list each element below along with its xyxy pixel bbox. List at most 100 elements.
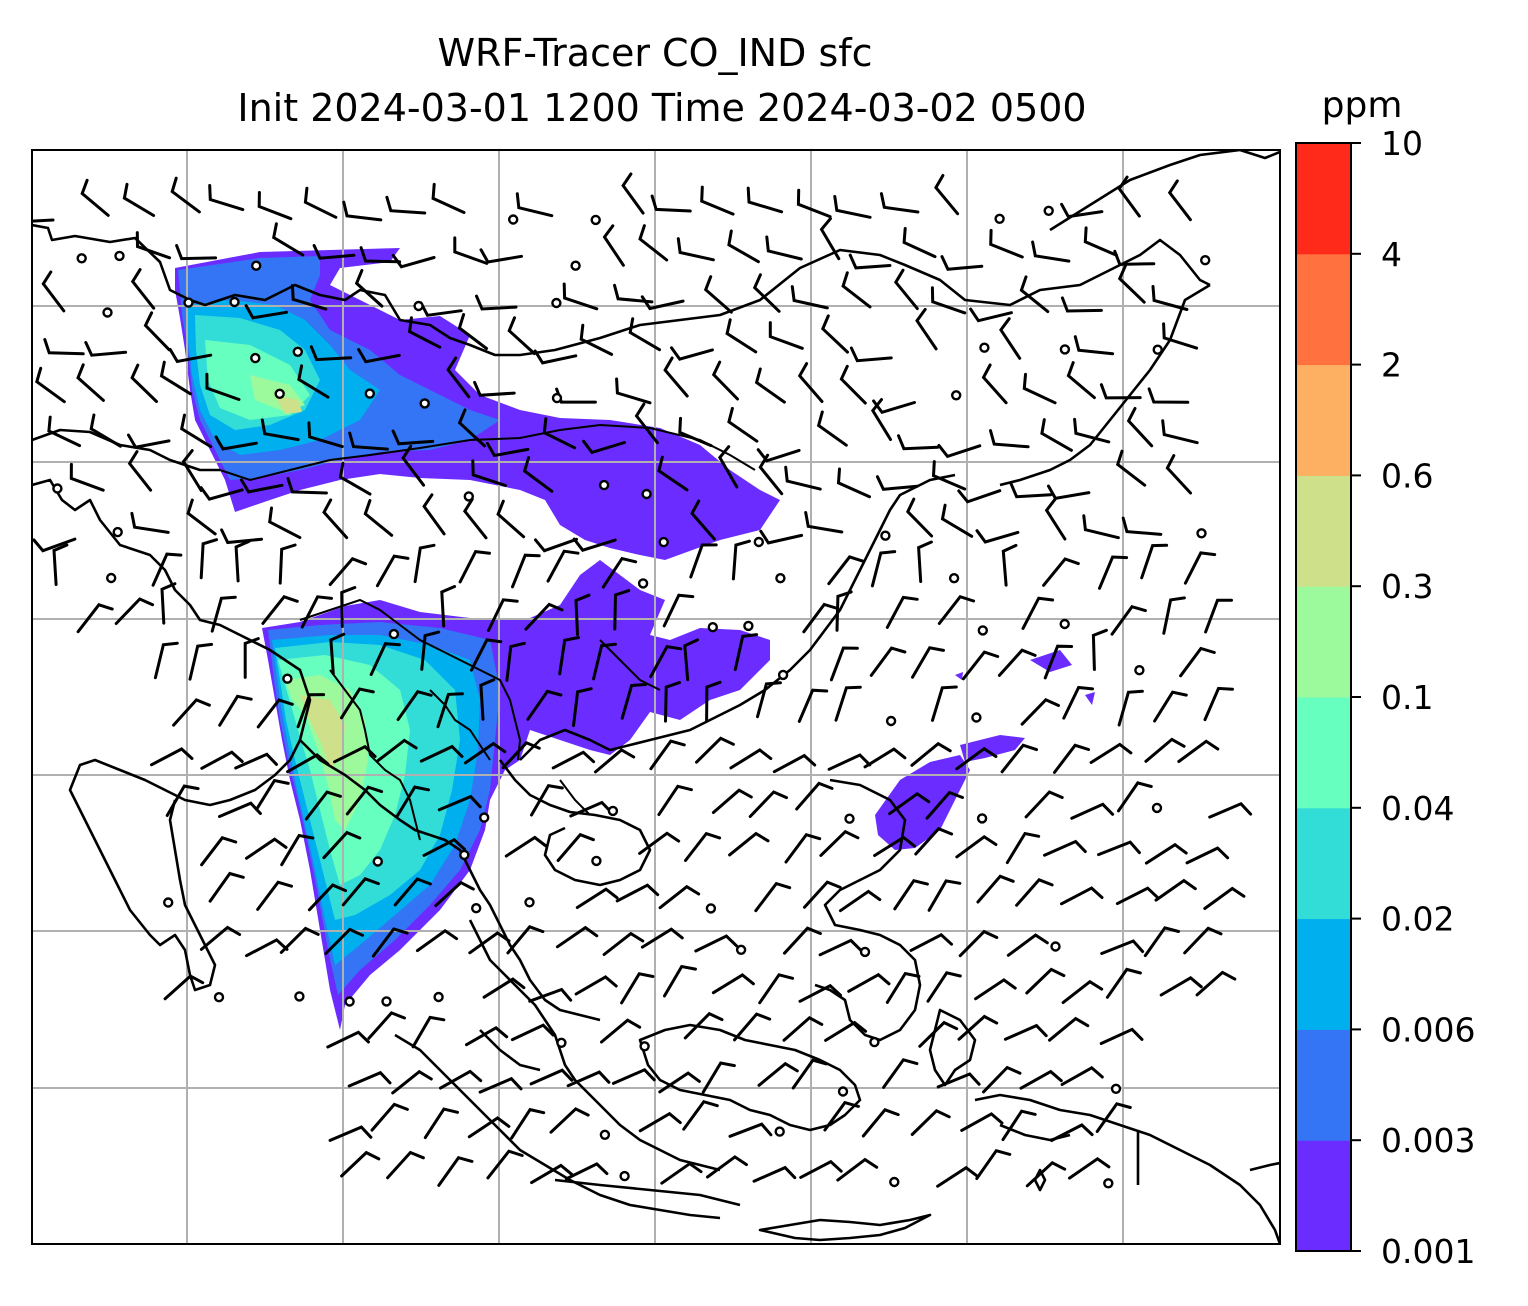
wind-barb — [245, 938, 289, 958]
wind-barb — [989, 429, 1030, 449]
wind-barb — [875, 475, 919, 491]
wind-barb — [748, 790, 788, 818]
calm-wind-circle — [524, 897, 535, 908]
wind-barb — [634, 402, 659, 445]
wind-barb — [765, 235, 803, 261]
wind-barb — [700, 185, 735, 216]
wind-barb — [1020, 698, 1060, 726]
wind-barb — [69, 462, 105, 492]
wind-barb — [818, 938, 863, 957]
calm-wind-circle — [753, 536, 764, 548]
wind-barb — [796, 188, 832, 219]
wind-barb — [879, 192, 920, 214]
wind-barb — [1091, 628, 1108, 671]
wind-barb — [453, 236, 489, 265]
wind-barb — [926, 971, 962, 1003]
wind-barb — [1162, 596, 1186, 635]
wind-barb — [1060, 886, 1104, 906]
wind-barb — [835, 590, 853, 632]
colorbar-band — [1296, 253, 1351, 366]
wind-barb — [243, 637, 260, 679]
wind-barb — [649, 739, 686, 771]
wind-barb — [657, 784, 693, 817]
wind-barb — [1195, 970, 1237, 997]
wind-barb — [333, 744, 377, 764]
wind-barb — [1025, 1160, 1067, 1188]
calm-wind-circle — [1152, 344, 1163, 355]
wind-barb — [1021, 596, 1055, 630]
wind-barb — [32, 537, 77, 553]
wind-barb — [1073, 335, 1115, 356]
wind-barb — [802, 602, 840, 634]
wind-barb — [772, 753, 817, 774]
wind-barb — [391, 1069, 433, 1095]
wind-barb — [914, 826, 954, 856]
wind-barb — [338, 461, 372, 496]
calm-wind-circle — [590, 214, 601, 226]
wind-barb — [873, 835, 916, 857]
calm-wind-circle — [471, 903, 482, 914]
wind-barb — [649, 645, 683, 679]
wind-barb — [208, 184, 245, 212]
wind-barb — [1082, 514, 1120, 540]
wind-barb — [917, 540, 933, 583]
wind-barb — [1159, 975, 1203, 997]
wind-barb — [419, 744, 464, 763]
wind-barb — [479, 248, 523, 264]
wind-barb — [676, 237, 715, 262]
wind-barb — [533, 349, 578, 365]
map-frame — [31, 149, 1281, 1245]
wind-barb — [471, 459, 507, 487]
wind-barb — [130, 268, 156, 310]
wind-barb — [572, 687, 593, 728]
wind-barb — [783, 926, 822, 955]
wind-barb — [475, 294, 518, 311]
wind-barb — [244, 304, 288, 320]
wind-barb — [80, 178, 110, 217]
wind-barb — [555, 925, 599, 949]
colorbar-tick-label: 0.04 — [1381, 789, 1454, 828]
wind-barb — [574, 975, 618, 996]
calm-wind-circle — [52, 483, 63, 494]
colorbar-tick-label: 0.3 — [1381, 567, 1433, 606]
wind-barb — [638, 224, 669, 262]
wind-barb — [296, 693, 326, 729]
wind-barb — [423, 1107, 459, 1140]
wind-barb — [172, 698, 211, 727]
wind-barb — [705, 680, 722, 723]
calm-wind-circle — [976, 813, 988, 824]
wind-barb — [937, 594, 976, 625]
wind-barb — [304, 790, 342, 821]
wind-barb — [328, 557, 368, 586]
calm-wind-circle — [419, 398, 430, 409]
wind-barb — [303, 186, 338, 219]
wind-barb — [127, 433, 171, 449]
wind-barb — [309, 345, 353, 362]
wind-barb — [819, 217, 841, 261]
wind-barb — [1044, 497, 1067, 541]
wind-barb — [41, 270, 66, 313]
wind-barb — [1126, 406, 1154, 448]
colorbar-band — [1296, 364, 1351, 476]
wind-barb — [440, 585, 457, 628]
calm-wind-circle — [388, 628, 400, 640]
wind-barb — [422, 493, 446, 536]
wind-barb — [613, 283, 654, 304]
calm-wind-circle — [1043, 205, 1054, 217]
colorbar-band — [1296, 143, 1351, 255]
wind-barb — [214, 435, 258, 451]
map-subtitle: Init 2024-03-01 1200 Time 2024-03-02 050… — [237, 86, 1086, 130]
wind-barb — [695, 736, 735, 764]
wind-barb — [542, 417, 577, 450]
wind-barb — [234, 752, 278, 770]
wind-barb — [463, 741, 507, 765]
wind-barb — [999, 317, 1022, 360]
wind-barb — [678, 416, 713, 448]
wind-barb — [375, 554, 410, 588]
wind-barb — [199, 538, 218, 580]
calm-wind-circle — [880, 530, 891, 541]
wind-barb — [153, 641, 179, 680]
wind-barb — [1099, 383, 1142, 400]
wind-barb — [1097, 840, 1141, 857]
calm-wind-circle — [1199, 255, 1211, 266]
